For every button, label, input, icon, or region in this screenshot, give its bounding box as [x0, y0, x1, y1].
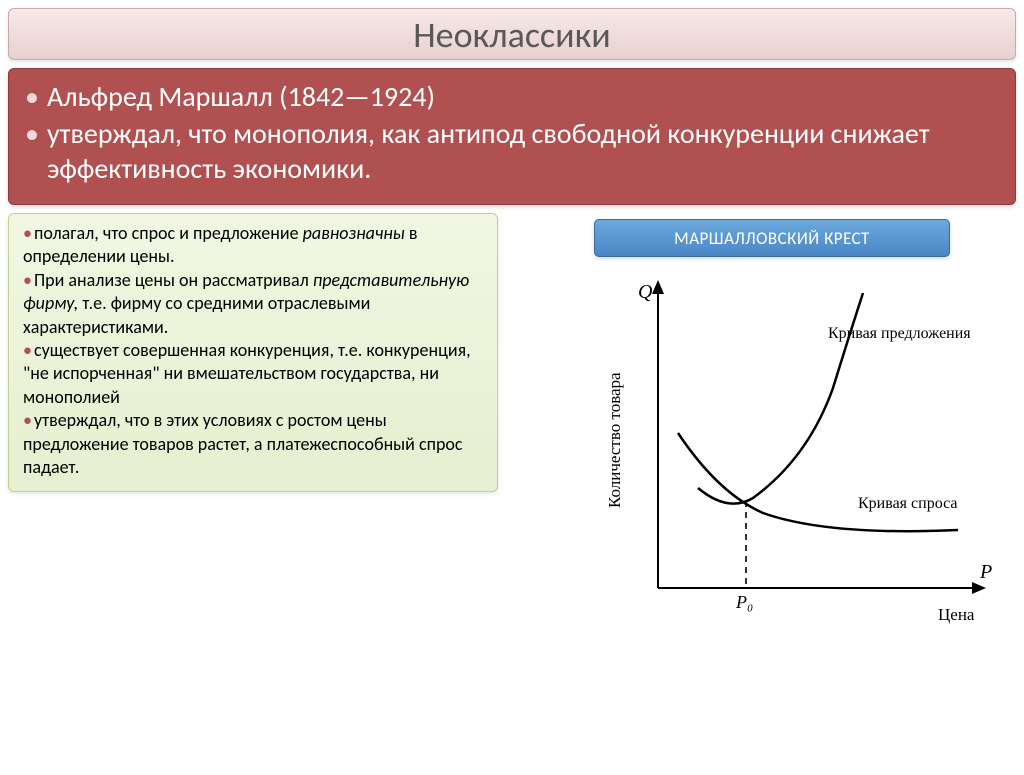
demand-curve [678, 433, 958, 531]
x-axis-title: Цена [938, 605, 975, 624]
chart-title-label: МАРШАЛЛОВСКИЙ КРЕСТ [594, 219, 950, 257]
green-item-2: •При анализе цены он рассматривал предст… [23, 269, 483, 339]
supply-demand-chart: Q P Количество товара Цена P₀ Кривая пре… [588, 263, 1008, 643]
supply-label: Кривая предложения [828, 325, 971, 342]
chart-panel: МАРШАЛЛОВСКИЙ КРЕСТ Q P Количество товар… [498, 213, 1024, 643]
details-box: •полагал, что спрос и предложение равноз… [8, 213, 498, 492]
red-bullet-2: утверждал, что монополия, как антипод св… [47, 116, 995, 186]
red-bullet-1: Альфред Маршалл (1842—1924) [47, 79, 995, 114]
green-item-4: •утверждал, что в этих условиях с ростом… [23, 409, 483, 479]
main-statement-box: Альфред Маршалл (1842—1924) утверждал, ч… [8, 68, 1016, 205]
y-axis-label: Q [638, 281, 653, 303]
x-axis-arrowhead [972, 582, 986, 594]
demand-label: Кривая спроса [858, 495, 958, 512]
green-item-3: •существует совершенная конкуренция, т.е… [23, 339, 483, 409]
slide-title: Неоклассики [8, 8, 1016, 60]
y-axis-arrowhead [652, 280, 664, 294]
equilibrium-label: P₀ [735, 592, 753, 612]
x-axis-label: P [979, 561, 992, 583]
green-item-1: •полагал, что спрос и предложение равноз… [23, 222, 483, 269]
y-axis-title: Количество товара [605, 372, 624, 508]
